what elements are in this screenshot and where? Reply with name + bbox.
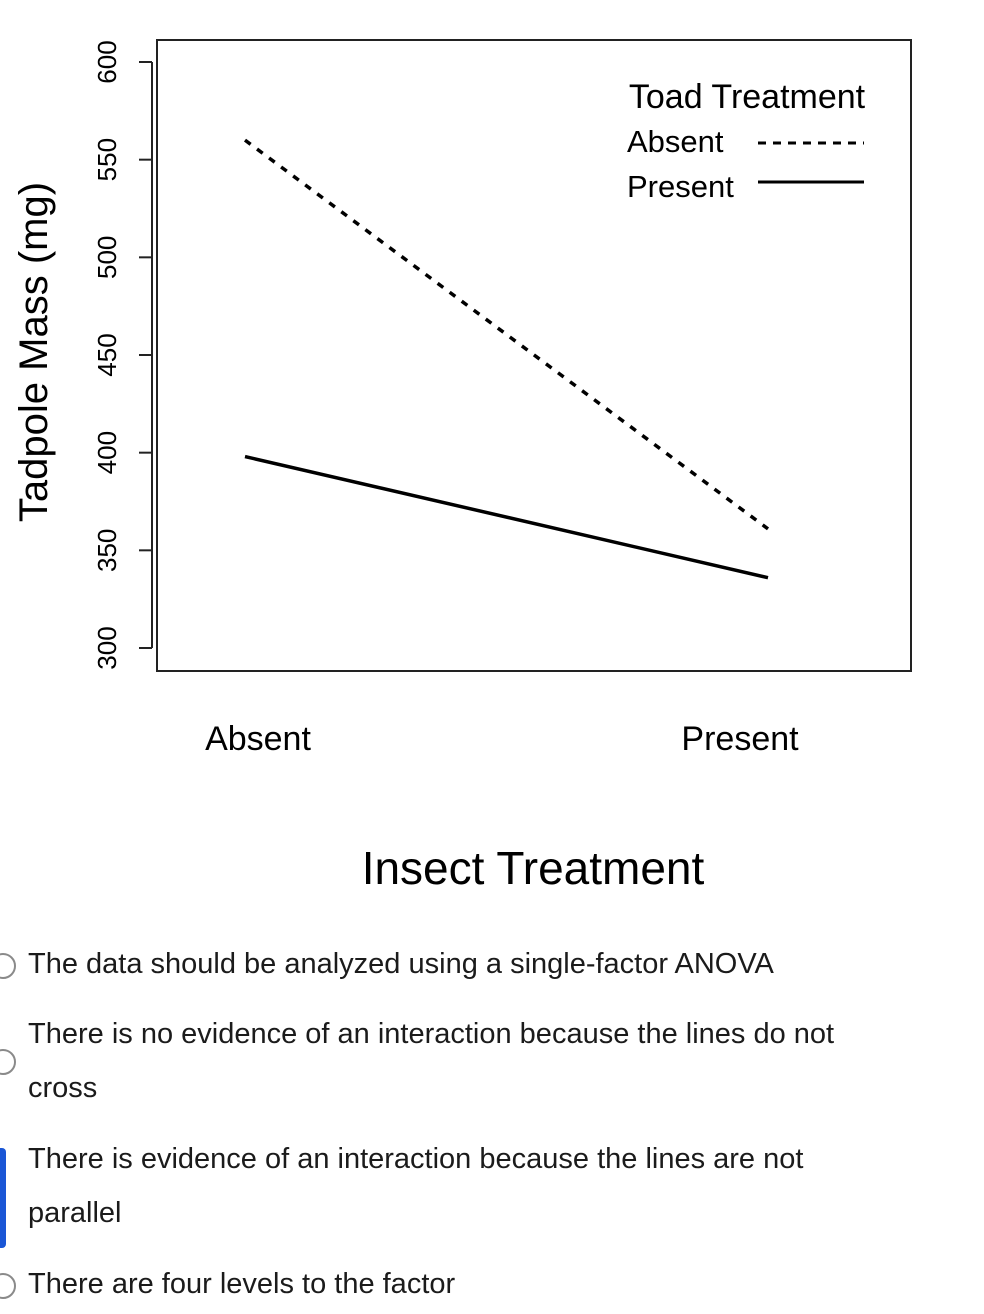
y-axis-label: Tadpole Mass (mg) <box>12 182 56 522</box>
plot-frame <box>156 39 912 672</box>
x-axis-label: Insect Treatment <box>362 842 705 894</box>
series-lines <box>243 138 770 580</box>
answer-option-4[interactable]: There are four levels to the factor <box>0 1257 928 1311</box>
legend: Toad Treatment Absent Present <box>627 78 866 204</box>
y-tick-label-600: 600 <box>92 40 122 83</box>
radio-button[interactable] <box>0 953 16 979</box>
radio-button[interactable] <box>0 1273 16 1299</box>
option-text-line-1: There is no evidence of an interaction b… <box>28 1018 835 1050</box>
answer-option-1[interactable]: The data should be analyzed using a sing… <box>0 937 928 991</box>
y-tick-label-300: 300 <box>92 626 122 669</box>
legend-title: Toad Treatment <box>629 78 866 116</box>
legend-label-present: Present <box>627 169 734 204</box>
y-ticks: 300 350 400 450 500 550 600 <box>92 40 152 670</box>
y-tick-label-500: 500 <box>92 236 122 279</box>
option-text: There are four levels to the factor <box>28 1268 456 1300</box>
x-tick-label-absent: Absent <box>205 720 311 758</box>
option-text-line-2: cross <box>28 1072 98 1104</box>
y-tick-label-550: 550 <box>92 138 122 181</box>
y-tick-label-350: 350 <box>92 529 122 572</box>
x-tick-label-present: Present <box>681 720 799 758</box>
series-line-absent <box>243 138 770 531</box>
y-tick-label-400: 400 <box>92 431 122 474</box>
series-line-present <box>244 454 769 580</box>
radio-button[interactable] <box>0 1049 16 1075</box>
option-text-line-2: parallel <box>28 1197 122 1229</box>
answer-option-2[interactable]: There is no evidence of an interaction b… <box>0 1007 928 1115</box>
option-text: The data should be analyzed using a sing… <box>28 948 774 980</box>
legend-label-absent: Absent <box>627 124 724 159</box>
selected-indicator <box>0 1148 6 1248</box>
y-tick-label-450: 450 <box>92 333 122 376</box>
option-text-line-1: There is evidence of an interaction beca… <box>28 1143 804 1175</box>
answer-option-3[interactable]: There is evidence of an interaction beca… <box>28 1132 928 1240</box>
